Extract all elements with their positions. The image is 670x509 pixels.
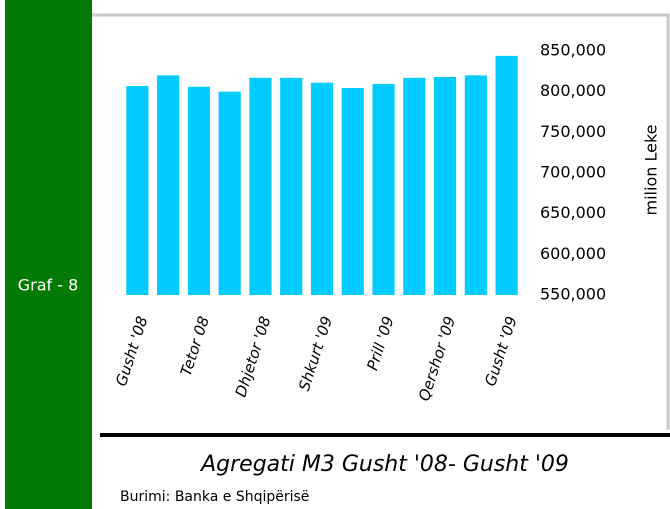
bar (310, 82, 334, 295)
chart-bottom-rule (100, 433, 670, 437)
sidebar-label: Graf - 8 (18, 276, 79, 295)
bar (280, 77, 303, 295)
x-tick-label: Tetor 08 (177, 314, 213, 378)
y-tick-label: 550,000 (540, 285, 606, 304)
bar (372, 83, 395, 295)
y-tick-label: 850,000 (540, 41, 606, 60)
y-tick-label: 750,000 (540, 122, 606, 141)
y-axis-label: milion Leke (642, 125, 661, 216)
sidebar (5, 0, 92, 509)
x-tick-label: Qershor '09 (415, 314, 459, 403)
y-tick-label: 700,000 (540, 163, 606, 182)
bar (126, 85, 149, 296)
bar (434, 77, 457, 295)
y-tick-label: 600,000 (540, 244, 606, 263)
bar (464, 75, 487, 296)
x-tick-label: Gusht '09 (481, 314, 520, 388)
x-tick-label: Dhjetor '08 (232, 314, 275, 399)
bar (495, 55, 518, 295)
y-tick-label: 650,000 (540, 203, 606, 222)
bar (249, 77, 272, 295)
x-tick-label: Shkurt '09 (295, 314, 336, 393)
y-tick-label: 800,000 (540, 81, 606, 100)
bar (403, 77, 426, 295)
x-tick-label: Prill '09 (363, 314, 397, 373)
source: Burimi: Banka e Shqipërisë (120, 489, 309, 505)
bar (157, 75, 180, 296)
chart-title: Agregati M3 Gusht '08- Gusht '09 (199, 452, 569, 477)
chart-frame (92, 13, 670, 430)
bar (187, 86, 210, 295)
x-tick-label: Gusht '08 (112, 314, 151, 388)
bar (341, 88, 364, 295)
bar (218, 91, 241, 296)
